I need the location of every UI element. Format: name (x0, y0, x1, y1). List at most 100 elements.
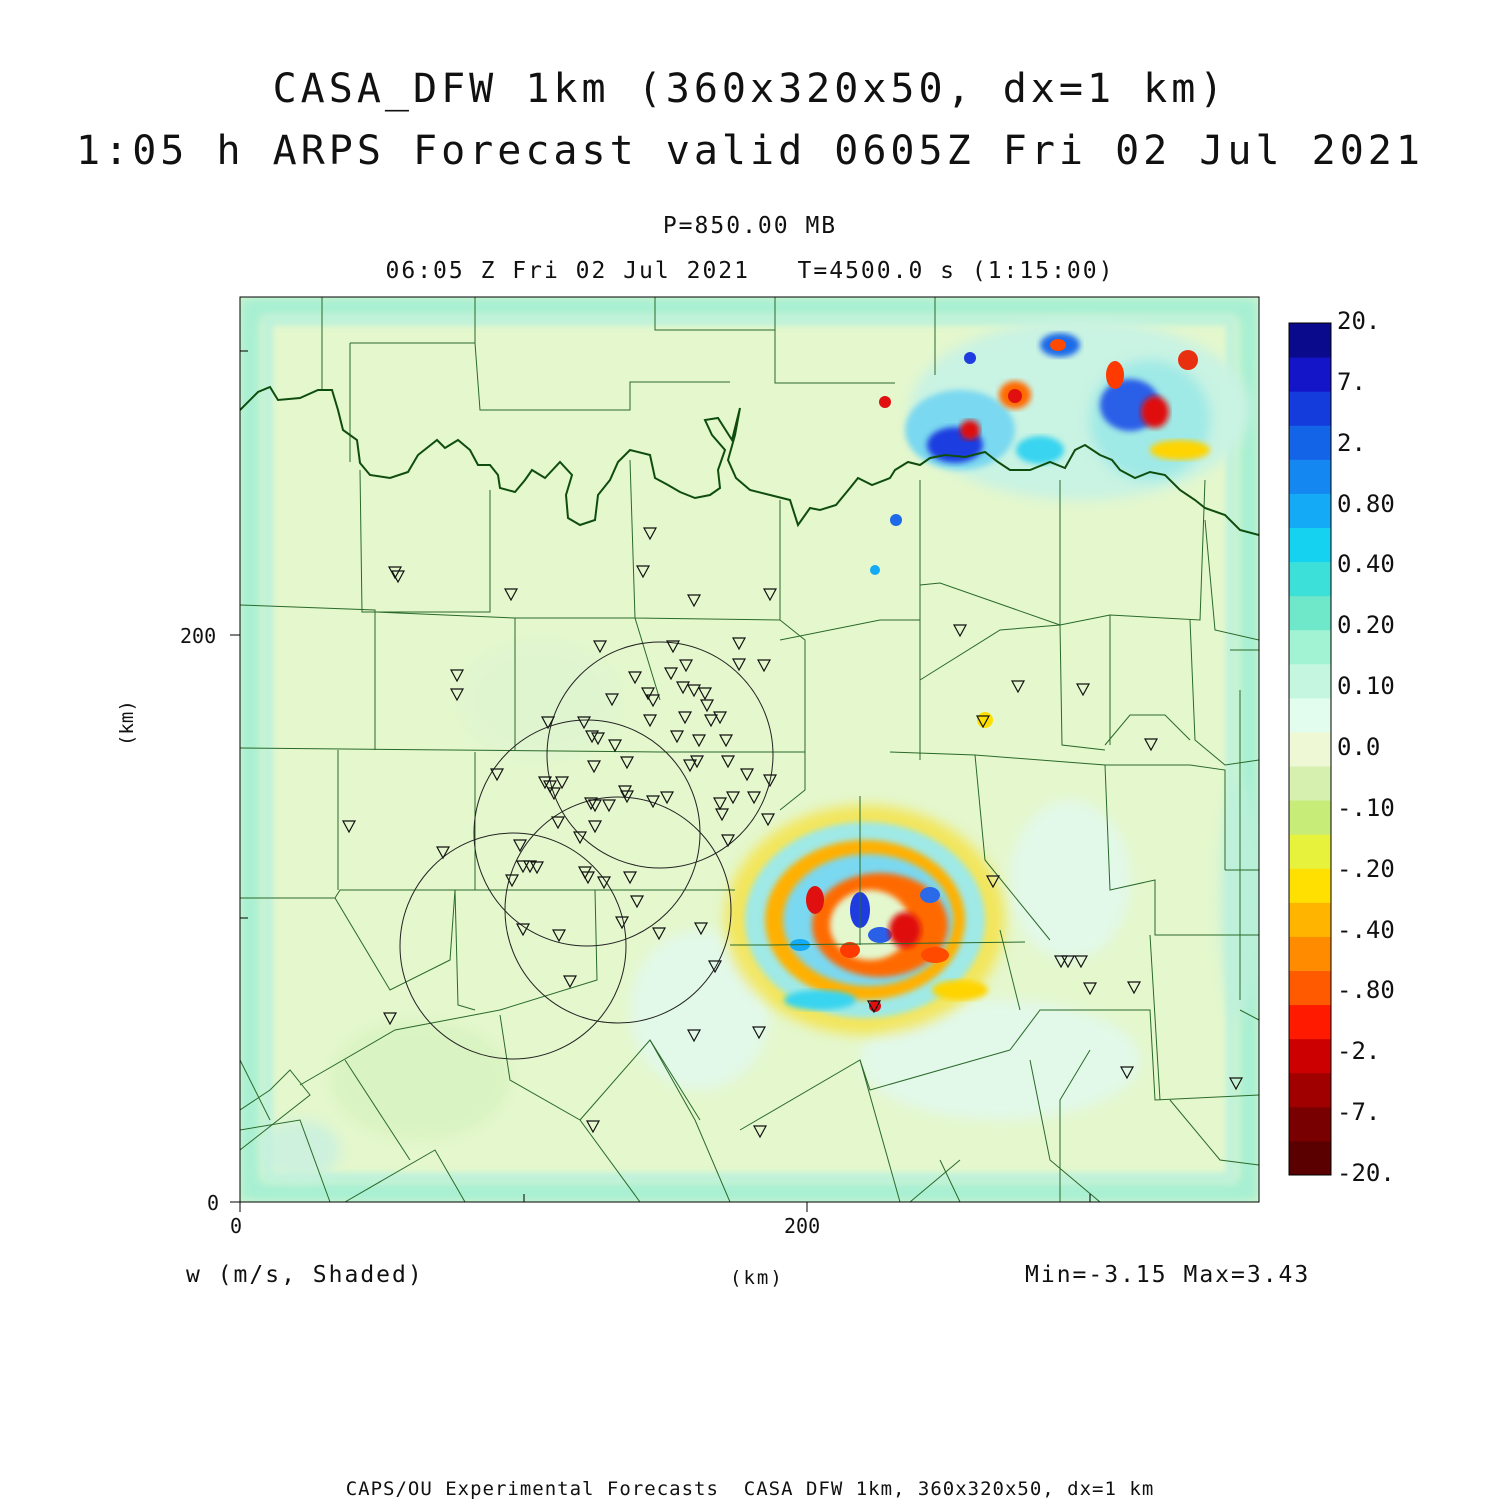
boundary-zone (240, 297, 1259, 1202)
colorbar-label: -2. (1337, 1037, 1381, 1066)
station-marker (551, 929, 567, 943)
radar-range-rings (399, 641, 774, 1060)
station-marker (1082, 982, 1098, 996)
valid-time: 06:05 Z Fri 02 Jul 2021 T=4500.0 s (1:15… (385, 258, 1115, 284)
station-marker (756, 659, 772, 673)
station-marker (725, 791, 741, 805)
colorbar-swatch (1289, 493, 1331, 528)
x-tick-label: 200 (784, 1214, 821, 1238)
colorbar-swatch (1289, 936, 1331, 972)
colorbar-label: -.80 (1337, 976, 1395, 1005)
station-marker (651, 927, 667, 941)
station-marker (1126, 981, 1142, 995)
station-marker (1010, 680, 1026, 694)
station-marker (707, 960, 723, 974)
station-marker (686, 594, 702, 608)
station-marker (642, 714, 658, 728)
station-marker (550, 816, 566, 830)
station-marker (746, 791, 762, 805)
station-marker (585, 1120, 601, 1134)
colorbar-swatch (1289, 697, 1331, 733)
station-marker (739, 768, 755, 782)
plot-frame (239, 296, 1260, 1203)
county-lines (240, 297, 1259, 1202)
colorbar-label: 0.40 (1337, 550, 1395, 579)
station-marker (678, 659, 694, 673)
station-marker (866, 1000, 882, 1014)
station-marker (601, 799, 617, 813)
station-marker (627, 671, 643, 685)
station-marker (640, 687, 656, 701)
station-marker (712, 797, 728, 811)
colorbar-label: -.10 (1337, 793, 1395, 822)
colorbar-swatch (1289, 1072, 1331, 1108)
station-marker (587, 820, 603, 834)
station-marker (731, 637, 747, 651)
colorbar-swatch (1289, 527, 1331, 563)
station-marker (712, 711, 728, 725)
x-axis-label: (km) (730, 1267, 784, 1289)
chart-title: CASA_DFW 1km (360x320x50, dx=1 km) (272, 66, 1228, 112)
station-marker (619, 756, 635, 770)
x-tick-label: 0 (230, 1214, 243, 1238)
station-marker (1075, 683, 1091, 697)
station-marker (952, 624, 968, 638)
y-tick-label: 0 (207, 1191, 220, 1215)
colorbar-swatch (1289, 868, 1331, 903)
station-marker (675, 681, 691, 695)
colorbar-label: -.20 (1337, 854, 1395, 883)
station-marker (762, 588, 778, 602)
state-boundary (240, 385, 1259, 536)
station-marker (542, 780, 558, 794)
min-max-readout: Min=-3.15 Max=3.43 (1025, 1262, 1311, 1288)
colorbar-swatch (1289, 663, 1331, 699)
station-marker (642, 527, 658, 541)
station-marker (677, 711, 693, 725)
station-marker (689, 755, 705, 769)
station-marker (1228, 1077, 1244, 1091)
background-patches (260, 640, 1259, 1180)
station-marker (515, 923, 531, 937)
station-marker (584, 730, 600, 744)
storm-cluster-central (725, 712, 1005, 1035)
chart-subtitle: 1:05 h ARPS Forecast valid 0605Z Fri 02 … (76, 128, 1424, 174)
colorbar (1288, 322, 1332, 1176)
station-marker (572, 831, 588, 845)
station-marker (665, 640, 681, 654)
station-marker (489, 768, 505, 782)
colorbar-swatch (1289, 834, 1331, 869)
colorbar-label: 2. (1337, 428, 1366, 457)
station-marker (703, 714, 719, 728)
colorbar-swatch (1289, 323, 1331, 358)
colorbar-swatch (1289, 800, 1331, 835)
station-marker (697, 687, 713, 701)
colorbar-swatch (1289, 595, 1331, 631)
station-marker (604, 693, 620, 707)
field-label: w (m/s, Shaded) (186, 1262, 424, 1288)
station-marker (449, 669, 465, 683)
colorbar-label: 0.0 (1337, 733, 1381, 761)
station-marker (635, 565, 651, 579)
footer-credit: CAPS/OU Experimental Forecasts CASA DFW … (345, 1478, 1155, 1500)
colorbar-swatch (1289, 629, 1331, 665)
colorbar-label: -20. (1337, 1159, 1395, 1187)
station-marker (1053, 955, 1069, 969)
colorbar-swatch (1289, 902, 1331, 937)
station-marker (540, 716, 556, 730)
station-marker (586, 760, 602, 774)
colorbar-label: 0.80 (1337, 489, 1395, 518)
station-marker (669, 730, 685, 744)
station-marker (554, 776, 570, 790)
station-marker (751, 1026, 767, 1040)
station-marker (504, 874, 520, 888)
colorbar-label: -.40 (1337, 915, 1395, 944)
station-marker (1073, 955, 1089, 969)
station-marker (592, 640, 608, 654)
colorbar-label: 7. (1337, 367, 1366, 396)
pressure-level: P=850.00 MB (662, 213, 838, 239)
station-marker (645, 795, 661, 809)
station-marker (699, 699, 715, 713)
y-tick-label: 200 (180, 624, 217, 648)
station-marker (515, 860, 531, 874)
station-marker (512, 839, 528, 853)
